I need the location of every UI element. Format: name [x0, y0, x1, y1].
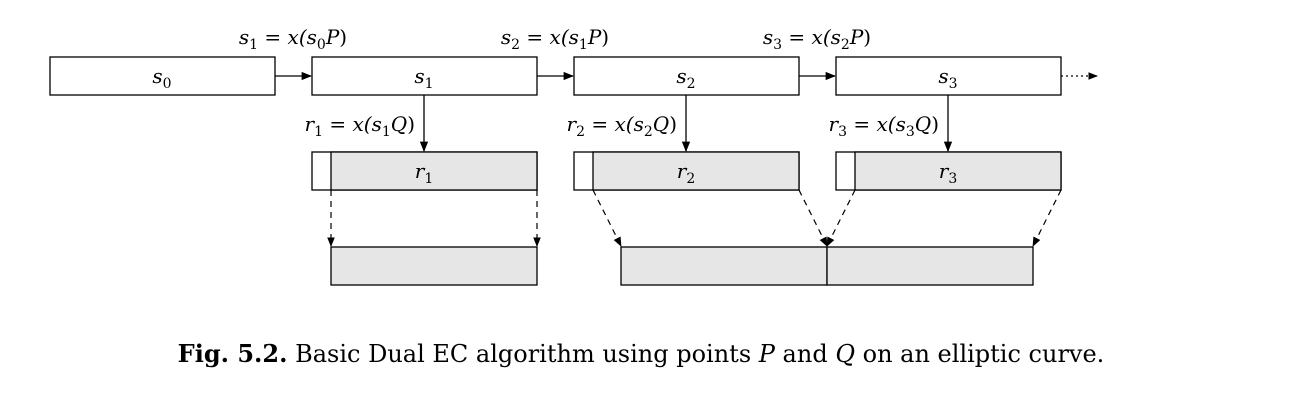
output-box-r2: r2 [573, 151, 800, 191]
svg-text:s3: s3 [938, 64, 957, 92]
concat-output-block-1 [330, 246, 538, 286]
output-label-3: r3 = x(s3Q) [829, 112, 939, 140]
output-box-r1: r1 [311, 151, 538, 191]
svg-text:r3: r3 [939, 159, 957, 187]
state-box-s1: s1 [311, 56, 538, 96]
dashed-arrow-r2-left [592, 189, 622, 247]
dashed-arrow-r2-right [798, 189, 828, 247]
svg-text:r2: r2 [677, 159, 695, 187]
state-update-label-2: s2 = x(s1P) [501, 25, 609, 53]
dashed-arrow-r3-right [1032, 189, 1062, 247]
svg-text:s2: s2 [676, 64, 695, 92]
figure-caption: Fig. 5.2. Basic Dual EC algorithm using … [178, 339, 1105, 368]
svg-text:s0: s0 [152, 64, 171, 92]
output-label-2: r2 = x(s2Q) [567, 112, 677, 140]
svg-text:r1: r1 [415, 159, 433, 187]
state-update-label-3: s3 = x(s2P) [763, 25, 871, 53]
output-box-r3: r3 [835, 151, 1062, 191]
state-box-s0: s0 [49, 56, 276, 96]
state-update-label-1: s1 = x(s0P) [239, 25, 347, 53]
dashed-arrow-r3-left [826, 189, 856, 247]
concat-output-block-3 [826, 246, 1034, 286]
output-label-1: r1 = x(s1Q) [305, 112, 415, 140]
svg-text:s1: s1 [414, 64, 433, 92]
concat-output-block-2 [620, 246, 828, 286]
state-box-s3: s3 [835, 56, 1062, 96]
state-box-s2: s2 [573, 56, 800, 96]
